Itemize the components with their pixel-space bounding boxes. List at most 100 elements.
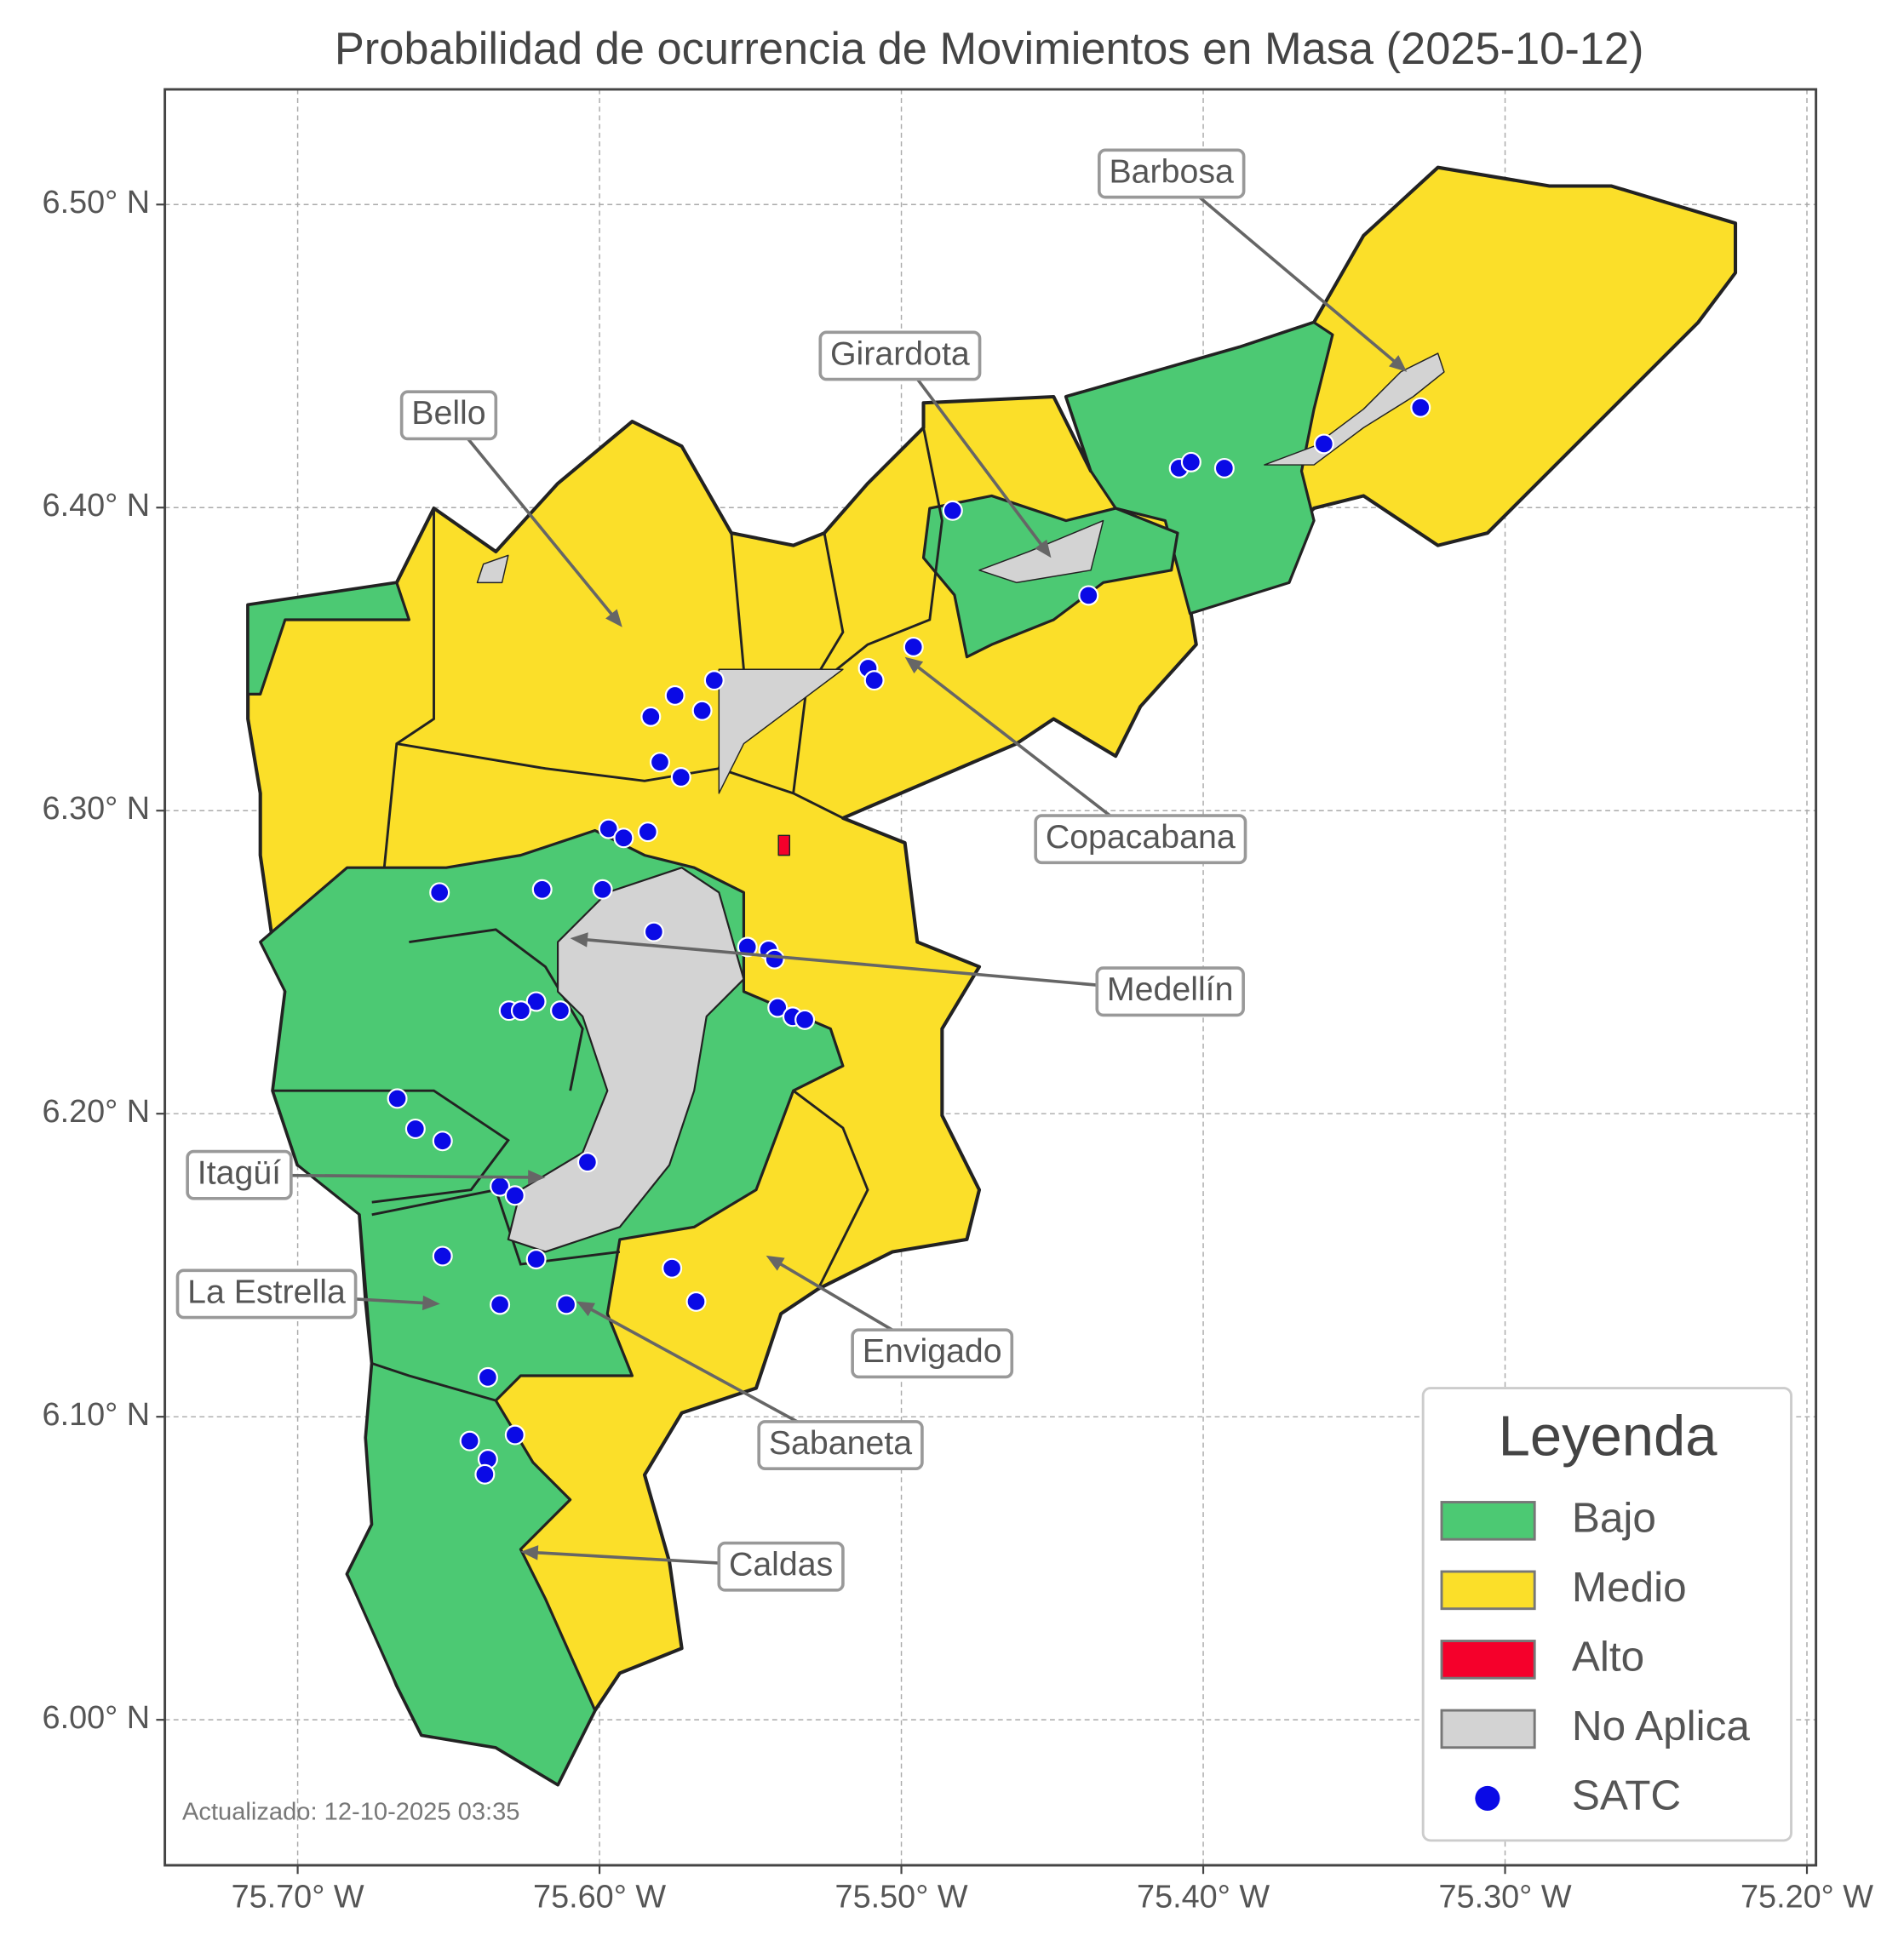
- annotation-box: [757, 1420, 924, 1471]
- annotation: Sabaneta: [757, 1420, 924, 1471]
- boundary: [805, 427, 943, 696]
- boundary: [792, 1090, 869, 1290]
- satc-station: [432, 1131, 453, 1152]
- annotation-arrow: [447, 414, 616, 619]
- annotation-arrow: [1170, 172, 1399, 365]
- satc-station: [556, 1294, 577, 1315]
- legend-swatch: [1440, 1570, 1536, 1611]
- annotation-box: [399, 390, 498, 441]
- boundary: [792, 532, 845, 794]
- satc-station: [525, 991, 547, 1012]
- y-tick-label: 6.20° N: [43, 1094, 151, 1130]
- satc-station: [598, 818, 619, 839]
- y-tick-label: 6.30° N: [43, 791, 151, 827]
- annotation-arrow: [582, 937, 1171, 993]
- arrow-head: [570, 932, 588, 948]
- annotation-label: Bello: [411, 394, 485, 432]
- legend-label: Bajo: [1572, 1494, 1656, 1541]
- satc-station: [474, 1463, 496, 1485]
- satc-station: [525, 1249, 547, 1270]
- axes-frame: [163, 88, 1818, 1867]
- boundary: [409, 928, 584, 1091]
- arrow-head: [520, 1545, 539, 1560]
- satc-station: [477, 1366, 498, 1388]
- region-no-aplica: [507, 867, 745, 1253]
- x-tick-label: 75.20° W: [1741, 1879, 1873, 1915]
- satc-station: [510, 1000, 531, 1022]
- annotation-label: Girardota: [830, 335, 970, 372]
- satc-station: [387, 1088, 408, 1109]
- region-bajo: [246, 581, 410, 696]
- arrow-head: [576, 1301, 595, 1317]
- satc-station: [459, 1430, 480, 1451]
- x-tick-label: 75.60° W: [533, 1879, 666, 1915]
- satc-station: [640, 706, 662, 727]
- satc-station: [737, 936, 758, 958]
- satc-station: [504, 1185, 525, 1206]
- x-tick-label: 75.40° W: [1137, 1879, 1270, 1915]
- satc-station: [1213, 457, 1235, 478]
- satc-station: [942, 500, 963, 521]
- annotation-label: Envigado: [863, 1332, 1002, 1370]
- y-tick-label: 6.40° N: [43, 488, 151, 524]
- satc-station: [429, 882, 450, 903]
- arrow-head: [528, 1170, 546, 1185]
- satc-station: [432, 1245, 453, 1267]
- region-no-aplica: [1264, 352, 1445, 466]
- legend-label: No Aplica: [1572, 1703, 1751, 1749]
- annotation-box: [717, 1541, 845, 1592]
- arrow-head: [422, 1295, 440, 1311]
- arrow-head: [1389, 355, 1408, 372]
- satc-station: [613, 827, 634, 849]
- annotation: Medellín: [1095, 966, 1245, 1017]
- annotation: Barbosa: [1098, 148, 1246, 199]
- satc-station: [504, 1424, 525, 1446]
- satc-station: [764, 948, 785, 970]
- annotation-arrow: [898, 354, 1046, 549]
- x-tick-label: 75.30° W: [1439, 1879, 1572, 1915]
- satc-station: [703, 670, 725, 691]
- legend-swatch: [1440, 1640, 1536, 1680]
- arrow-head: [1035, 539, 1052, 558]
- satc-station: [576, 1152, 598, 1173]
- annotation-label: Sabaneta: [769, 1424, 912, 1462]
- legend-marker: [1475, 1785, 1500, 1811]
- arrow-head: [904, 656, 924, 674]
- annotation-box: [1034, 814, 1247, 865]
- legend-label: SATC: [1572, 1772, 1681, 1819]
- satc-station: [1313, 433, 1334, 455]
- region-alto: [777, 834, 791, 856]
- annotation-label: Medellín: [1107, 970, 1234, 1008]
- legend-title: Leyenda: [1499, 1404, 1718, 1468]
- satc-station: [490, 1294, 511, 1315]
- satc-station: [1180, 451, 1201, 472]
- satc-station: [903, 636, 924, 657]
- satc-station: [1078, 585, 1099, 606]
- satc-station: [662, 1257, 683, 1279]
- annotation-label: Caldas: [729, 1546, 833, 1583]
- legend-swatch: [1440, 1709, 1536, 1749]
- x-tick-label: 75.70° W: [232, 1879, 364, 1915]
- annotation-box: [818, 330, 982, 381]
- boundary: [371, 1188, 621, 1266]
- region-no-aplica: [476, 554, 509, 584]
- satc-station: [531, 879, 553, 900]
- legend-label: Medio: [1572, 1564, 1687, 1611]
- arrow-head: [605, 609, 622, 627]
- legend-swatch: [1440, 1501, 1536, 1541]
- y-tick-label: 6.50° N: [43, 185, 151, 220]
- annotation-label: Barbosa: [1109, 152, 1234, 190]
- annotation: Girardota: [818, 330, 982, 381]
- annotation-box: [851, 1328, 1014, 1379]
- satc-station: [1410, 397, 1431, 418]
- annotation: Bello: [399, 390, 498, 441]
- satc-station: [691, 700, 713, 721]
- x-tick-label: 75.50° W: [835, 1879, 968, 1915]
- annotation-box: [175, 1268, 358, 1320]
- annotation: Envigado: [851, 1328, 1014, 1379]
- y-tick-label: 6.10° N: [43, 1397, 151, 1433]
- footnote: Actualizado: 12-10-2025 03:35: [182, 1799, 520, 1826]
- satc-station: [643, 921, 664, 942]
